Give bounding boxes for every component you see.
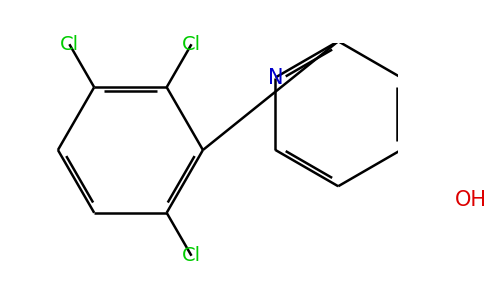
Text: OH: OH [454,190,484,210]
Text: Cl: Cl [60,35,79,54]
Text: Cl: Cl [182,35,201,54]
Text: Cl: Cl [182,246,201,265]
Text: N: N [268,68,283,88]
